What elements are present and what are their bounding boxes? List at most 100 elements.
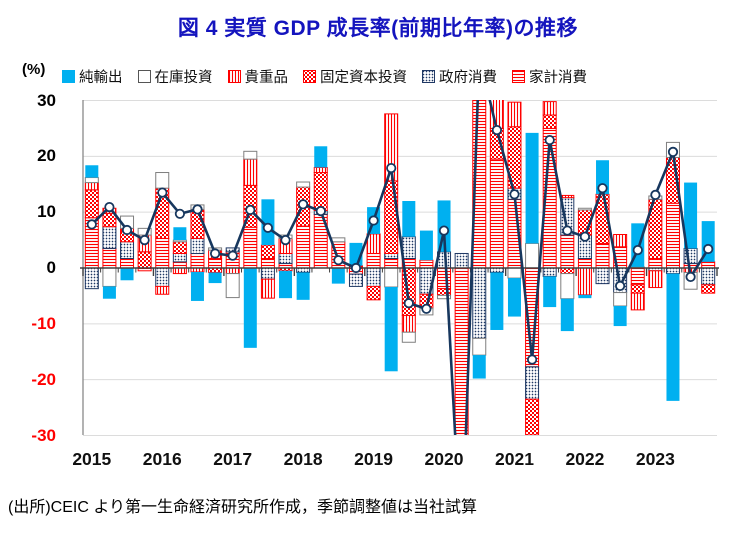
gdp-line-marker-2015Q4 <box>139 235 150 246</box>
gdp-line-marker-2021Q4 <box>562 225 573 236</box>
bar-segment-val-2019Q3 <box>401 314 416 333</box>
bar-segment-inv-2016Q2 <box>172 239 187 243</box>
bar-segment-net-2018Q1 <box>296 272 310 300</box>
gdp-line-marker-2018Q1 <box>297 199 309 210</box>
chart-title: 図 4 実質 GDP 成長率(前期比年率)の推移 <box>177 17 579 40</box>
bar-segment-gov-2021Q3 <box>542 267 557 277</box>
chart-legend: 純輸出 在庫投資 貴重品 固定資本投資 政府消費 家計消費 <box>62 66 587 87</box>
bar-segment-fix-2022Q4 <box>630 284 645 294</box>
bar-segment-net-2019Q4 <box>419 230 433 261</box>
bar-segment-val-2019Q1 <box>366 233 381 254</box>
bar-segment-net-2019Q2 <box>384 286 398 372</box>
bar-segment-net-2019Q3 <box>402 201 416 237</box>
bar-segment-hh-2015Q3 <box>120 258 135 269</box>
legend-label: 貴重品 <box>244 70 289 86</box>
bar-segment-hh-2022Q2 <box>595 242 610 269</box>
bar-segment-gov-2017Q3 <box>260 267 275 280</box>
bar-segment-inv-2015Q2 <box>102 267 117 287</box>
legend-item-valuables: 貴重品 <box>227 66 289 87</box>
bar-segment-gov-2019Q3 <box>401 236 416 259</box>
bar-segment-net-2020Q4 <box>490 272 504 330</box>
bar-segment-fix-2015Q1 <box>84 189 99 219</box>
bar-segment-hh-2017Q2 <box>243 226 258 269</box>
bar-segment-gov-2021Q2 <box>525 366 540 400</box>
x-year-label: 2022 <box>565 449 605 469</box>
bar-segment-gov-2015Q2 <box>102 226 117 249</box>
bar-segment-inv-2016Q1 <box>155 172 170 189</box>
bar-segment-gov-2020Q3 <box>472 267 487 339</box>
gdp-line-marker-2017Q4 <box>280 235 291 246</box>
bar-segment-net-2023Q3 <box>684 182 698 249</box>
gdp-line-marker-2022Q2 <box>597 183 608 194</box>
gdp-line-marker-2018Q2 <box>315 206 326 217</box>
gdp-line-marker-2015Q2 <box>104 202 115 213</box>
bar-segment-gov-2019Q2 <box>384 252 399 259</box>
bar-segment-inv-2022Q3 <box>613 292 628 307</box>
gdp-line-marker-2022Q1 <box>579 231 591 242</box>
bar-segment-inv-2019Q2 <box>384 267 399 288</box>
bar-segment-gov-2016Q3 <box>190 237 205 254</box>
bar-segment-net-2021Q1 <box>507 278 521 317</box>
bar-segment-val-2018Q2 <box>313 167 328 174</box>
gdp-line-marker-2017Q2 <box>245 204 256 215</box>
bar-segment-inv-2015Q1 <box>84 177 99 184</box>
bar-segment-inv-2020Q4 <box>490 92 503 95</box>
bar-segment-net-2016Q2 <box>173 227 187 241</box>
bar-segment-fix-2021Q2 <box>525 398 540 435</box>
y-tick-label: -30 <box>31 425 56 445</box>
gdp-line-marker-2021Q3 <box>544 135 555 146</box>
bar-segment-net-2017Q4 <box>279 270 293 299</box>
bar-segment-fix-2020Q2 <box>455 447 468 534</box>
bar-segment-hh-2022Q4 <box>630 267 645 286</box>
gdp-line-marker-2023Q3 <box>685 271 696 282</box>
bar-segment-net-2017Q2 <box>243 268 257 348</box>
bar-segment-fix-2021Q3 <box>542 114 557 129</box>
gdp-line-marker-2019Q1 <box>368 215 379 226</box>
bar-segment-gov-2015Q1 <box>84 267 99 290</box>
bar-segment-net-2022Q3 <box>613 305 627 327</box>
bar-segment-val-2017Q1 <box>225 267 240 275</box>
bar-segment-hh-2016Q2 <box>172 261 187 269</box>
bar-segment-inv-2022Q1 <box>577 207 592 211</box>
bar-segment-val-2020Q3 <box>473 45 486 56</box>
gdp-line-marker-2016Q4 <box>210 248 221 259</box>
bar-segment-net-2021Q3 <box>543 276 557 308</box>
gdp-line-marker-2015Q1 <box>86 219 97 230</box>
bar-segment-net-2015Q2 <box>102 286 116 299</box>
bar-segment-hh-2017Q3 <box>260 258 275 269</box>
bar-segment-fix-2018Q2 <box>313 172 328 211</box>
y-tick-label: 0 <box>46 258 56 277</box>
bar-segment-hh-2023Q2 <box>665 202 680 269</box>
bar-segment-val-2019Q2 <box>384 113 399 182</box>
bar-segment-hh-2022Q1 <box>577 258 592 269</box>
legend-label: 在庫投資 <box>154 70 213 86</box>
gdp-line-marker-2018Q3 <box>333 255 344 266</box>
x-year-label: 2018 <box>283 449 323 469</box>
bar-segment-gov-2017Q4 <box>278 252 293 265</box>
bar-segment-inv-2020Q3 <box>472 337 487 356</box>
bar-segment-val-2022Q4 <box>630 292 645 311</box>
gdp-line-marker-2016Q2 <box>174 208 185 219</box>
bar-segment-hh-2016Q3 <box>190 252 205 269</box>
bar-segment-hh-2019Q1 <box>366 252 381 269</box>
bar-segment-net-2015Q3 <box>120 268 134 281</box>
x-year-label: 2017 <box>213 449 253 469</box>
bar-segment-net-2015Q1 <box>85 165 99 178</box>
government-swatch-icon <box>422 70 435 83</box>
bar-segment-hh-2016Q4 <box>208 258 223 269</box>
source-note: (出所)CEIC より第一生命経済研究所作成，季節調整値は当社試算 <box>8 499 478 516</box>
y-tick-label: -10 <box>31 313 56 333</box>
legend-item-net-exports: 純輸出 <box>62 66 123 87</box>
bar-segment-hh-2020Q1 <box>437 267 452 290</box>
bar-segment-hh-2023Q4 <box>701 261 716 269</box>
gdp-line-marker-2022Q4 <box>632 245 643 256</box>
bar-segment-hh-2019Q2 <box>384 258 399 269</box>
gdp-line-marker-2017Q1 <box>227 250 238 261</box>
bar-segment-val-2021Q4 <box>560 194 575 199</box>
bar-segment-val-2016Q1 <box>155 285 170 295</box>
legend-item-fixed-capital: 固定資本投資 <box>303 66 407 87</box>
bar-segment-gov-2015Q3 <box>120 241 135 260</box>
y-tick-label: 10 <box>37 202 56 222</box>
gdp-line-marker-2016Q1 <box>157 187 168 198</box>
gdp-line-marker-2020Q3 <box>475 52 483 60</box>
